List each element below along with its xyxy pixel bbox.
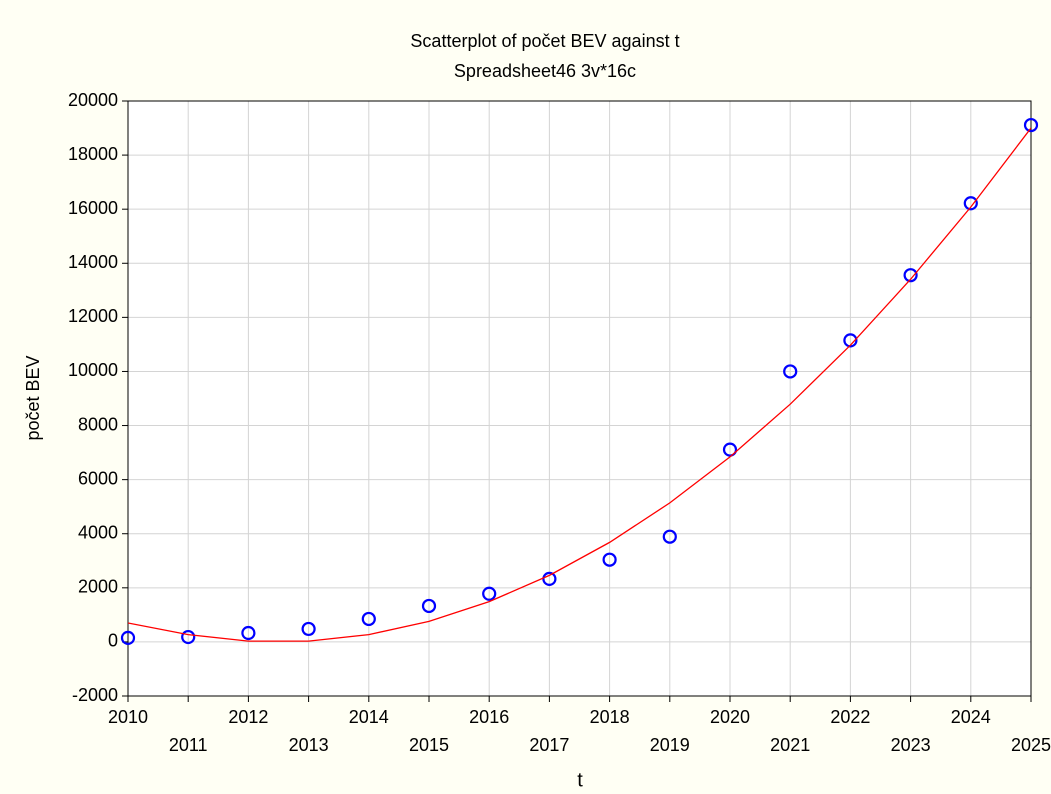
x-axis-label: t	[577, 769, 583, 791]
x-tick-label: 2014	[349, 707, 389, 727]
x-tick-label: 2011	[169, 735, 208, 755]
x-tick-label: 2022	[830, 707, 870, 727]
point	[722, 442, 738, 457]
y-tick-label: 0	[108, 631, 118, 651]
x-tick-label: 2017	[529, 735, 569, 755]
point	[903, 268, 918, 283]
y-tick-label: 16000	[68, 198, 118, 218]
point	[1023, 117, 1039, 133]
y-tick-label: 10000	[68, 360, 118, 380]
point	[120, 630, 136, 645]
fit-line	[128, 127, 1031, 642]
x-tick-label: 2021	[770, 735, 810, 755]
point	[301, 621, 316, 637]
point	[963, 196, 978, 211]
point	[361, 611, 376, 627]
point	[783, 364, 798, 379]
y-tick-label: 6000	[78, 468, 118, 488]
point	[662, 529, 677, 544]
point	[843, 333, 858, 348]
y-tick-label: 8000	[78, 414, 118, 434]
x-tick-label: 2023	[891, 735, 931, 755]
y-tick-label: 20000	[68, 90, 118, 110]
y-tick-label: 4000	[78, 522, 118, 542]
point	[542, 571, 557, 586]
x-tick-label: 2018	[590, 707, 630, 727]
point	[181, 629, 196, 645]
x-tick-label: 2020	[710, 707, 750, 727]
x-tick-label: 2012	[228, 707, 268, 727]
y-tick-label: 2000	[78, 577, 118, 597]
point	[482, 586, 497, 601]
point	[602, 552, 617, 567]
point	[421, 598, 437, 614]
plot-frame	[127, 100, 1032, 697]
y-tick-label: 12000	[68, 306, 118, 326]
chart-subtitle: Spreadsheet46 3v*16c	[454, 61, 636, 81]
x-tick-label: 2019	[650, 735, 690, 755]
x-tick-label: 2025	[1011, 735, 1051, 755]
x-tick-label: 2015	[409, 735, 449, 755]
point	[241, 625, 256, 641]
y-tick-label: 14000	[68, 252, 118, 272]
y-tick-label: -2000	[72, 685, 118, 705]
x-tick-label: 2013	[289, 735, 329, 755]
plot-area	[128, 101, 1031, 696]
x-tick-label: 2010	[108, 707, 148, 727]
y-tick-label: 18000	[68, 144, 118, 164]
chart-title: Scatterplot of počet BEV against t	[410, 31, 679, 51]
x-tick-label: 2024	[951, 707, 991, 727]
x-tick-label: 2016	[469, 707, 509, 727]
y-axis-label: počet BEV	[23, 355, 43, 440]
